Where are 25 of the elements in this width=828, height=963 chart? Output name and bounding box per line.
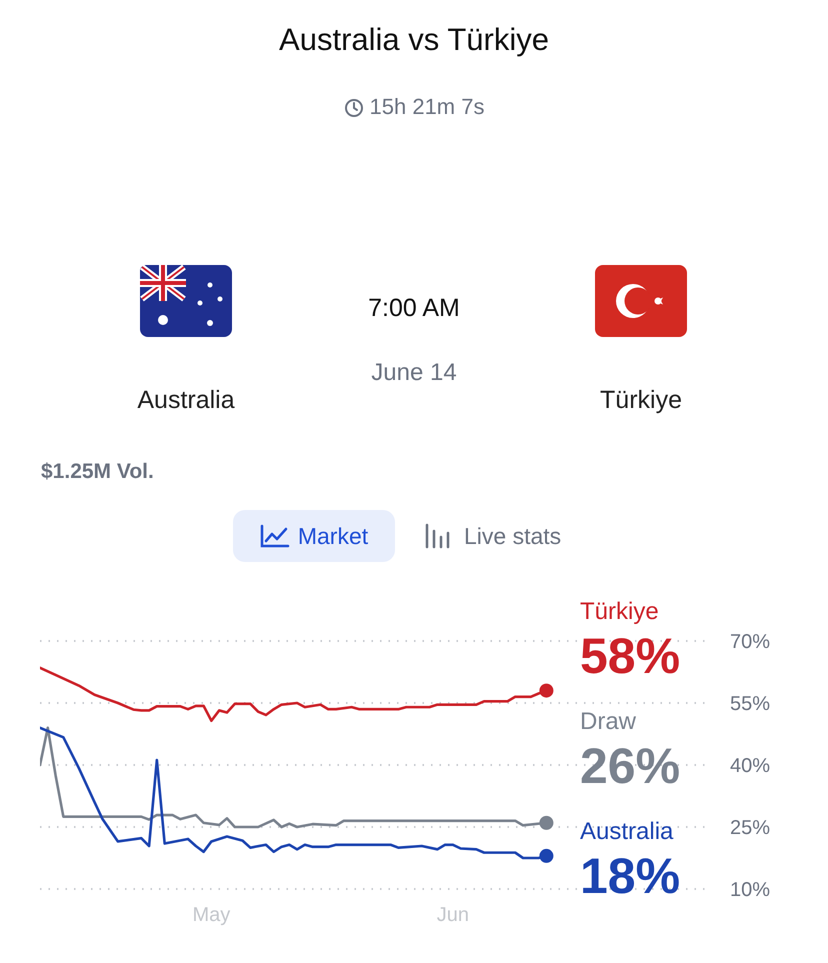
x-tick-label: Jun <box>436 904 470 926</box>
text: Draw <box>580 708 636 735</box>
text: $1.25M Vol. <box>41 460 154 484</box>
x-tick-label: May <box>192 904 230 926</box>
y-tick-label: 55% <box>730 693 770 716</box>
y-tick-label: 25% <box>730 817 770 840</box>
text: Türkiye <box>599 386 683 415</box>
chart-subtitle: 15h 21m 7s <box>370 94 484 119</box>
data-label: 26% <box>580 737 680 796</box>
text: June 14 <box>370 359 458 387</box>
y-tick-label: 40% <box>730 755 770 778</box>
point <box>539 848 554 863</box>
text: Australia <box>136 386 236 415</box>
text: 7:00 AM <box>367 294 461 323</box>
point <box>539 816 554 830</box>
point <box>539 684 554 698</box>
text: Türkiye <box>580 598 659 625</box>
data-label: 58% <box>580 627 680 686</box>
y-tick-label: 70% <box>730 631 770 654</box>
data-label: 18% <box>580 847 680 906</box>
series-label: Australia <box>580 818 674 845</box>
text: Market <box>233 510 395 562</box>
text: Live stats <box>463 522 562 550</box>
y-tick-label: 10% <box>730 879 770 902</box>
chart-title: Australia vs Türkiye <box>279 22 549 57</box>
